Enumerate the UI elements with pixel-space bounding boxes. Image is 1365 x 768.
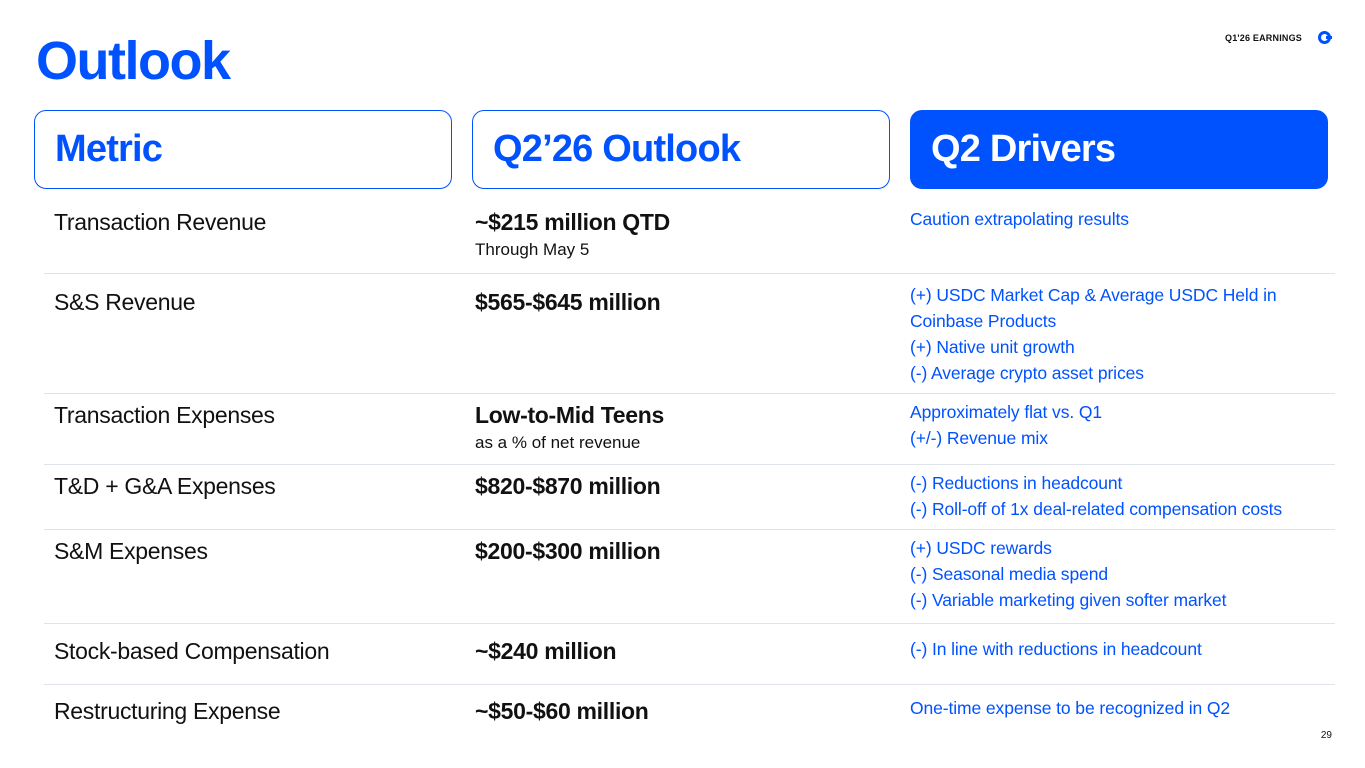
metric-header: Metric (34, 110, 452, 189)
table-row: Transaction Expenses Low-to-Mid Teens as… (44, 394, 1335, 465)
driver-line: Caution extrapolating results (910, 209, 1129, 229)
outlook-table: Transaction Revenue ~$215 million QTD Th… (44, 192, 1335, 745)
outlook-value: ~$215 million QTD (475, 209, 670, 235)
table-row: S&S Revenue $565-$645 million (+) USDC M… (44, 274, 1335, 394)
outlook-cell: Low-to-Mid Teens as a % of net revenue (475, 402, 664, 453)
table-row: Stock-based Compensation ~$240 million (… (44, 624, 1335, 685)
driver-line: (+/-) Revenue mix (910, 428, 1048, 448)
drivers-header: Q2 Drivers (910, 110, 1328, 189)
driver-line: (+) USDC rewards (910, 538, 1052, 558)
outlook-subtext: Through May 5 (475, 240, 590, 259)
driver-line: One-time expense to be recognized in Q2 (910, 698, 1231, 718)
drivers-cell: Caution extrapolating results (910, 206, 1129, 232)
driver-line: (-) Variable marketing given softer mark… (910, 590, 1227, 610)
outlook-value: $820-$870 million (475, 473, 661, 499)
drivers-cell: Approximately flat vs. Q1 (+/-) Revenue … (910, 399, 1102, 451)
outlook-value: ~$240 million (475, 638, 617, 664)
metric-cell: S&M Expenses (54, 538, 208, 564)
column-headers: Metric Q2’26 Outlook Q2 Drivers (34, 110, 1329, 191)
metric-cell: T&D + G&A Expenses (54, 473, 276, 499)
outlook-subtext: as a % of net revenue (475, 433, 641, 452)
driver-line: (-) Roll-off of 1x deal-related compensa… (910, 499, 1283, 519)
coinbase-logo-icon (1318, 31, 1332, 44)
driver-line: (-) Average crypto asset prices (910, 363, 1144, 383)
drivers-cell: One-time expense to be recognized in Q2 (910, 695, 1230, 721)
table-row: Transaction Revenue ~$215 million QTD Th… (44, 192, 1335, 274)
outlook-value: Low-to-Mid Teens (475, 402, 664, 428)
drivers-cell: (-) In line with reductions in headcount (910, 636, 1202, 662)
driver-line: (-) Seasonal media spend (910, 564, 1108, 584)
metric-cell: S&S Revenue (54, 289, 196, 315)
drivers-cell: (+) USDC rewards (-) Seasonal media spen… (910, 535, 1227, 613)
driver-line: (+) USDC Market Cap & Average USDC Held … (910, 285, 1277, 305)
driver-line: (-) In line with reductions in headcount (910, 639, 1202, 659)
outlook-cell: $820-$870 million (475, 473, 661, 500)
driver-line: (+) Native unit growth (910, 337, 1075, 357)
outlook-cell: $200-$300 million (475, 538, 661, 565)
table-row: T&D + G&A Expenses $820-$870 million (-)… (44, 465, 1335, 530)
earnings-label: Q1'26 EARNINGS (1225, 32, 1302, 43)
page-title: Outlook (36, 31, 231, 91)
table-row: S&M Expenses $200-$300 million (+) USDC … (44, 530, 1335, 624)
outlook-cell: ~$215 million QTD Through May 5 (475, 209, 670, 260)
page-number: 29 (1320, 730, 1332, 741)
outlook-cell: ~$50-$60 million (475, 698, 649, 725)
outlook-header: Q2’26 Outlook (472, 110, 890, 189)
metric-cell: Transaction Revenue (54, 209, 267, 235)
drivers-cell: (-) Reductions in headcount (-) Roll-off… (910, 470, 1282, 522)
header-branding: Q1'26 EARNINGS (1225, 31, 1332, 44)
outlook-value: $200-$300 million (475, 538, 661, 564)
metric-cell: Stock-based Compensation (54, 638, 330, 664)
outlook-cell: ~$240 million (475, 638, 617, 665)
metric-cell: Restructuring Expense (54, 698, 281, 724)
table-row: Restructuring Expense ~$50-$60 million O… (44, 685, 1335, 745)
driver-line: Approximately flat vs. Q1 (910, 402, 1103, 422)
driver-line: (-) Reductions in headcount (910, 473, 1123, 493)
drivers-cell: (+) USDC Market Cap & Average USDC Held … (910, 282, 1277, 386)
driver-line: Coinbase Products (910, 311, 1057, 331)
outlook-value: $565-$645 million (475, 289, 661, 315)
metric-cell: Transaction Expenses (54, 402, 275, 428)
outlook-value: ~$50-$60 million (475, 698, 649, 724)
outlook-cell: $565-$645 million (475, 289, 661, 316)
